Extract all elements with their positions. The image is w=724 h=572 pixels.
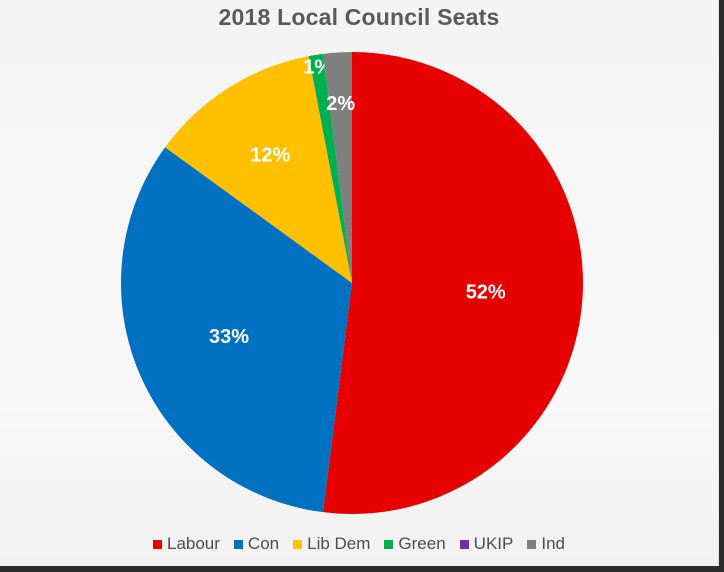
- pie-slice-ind: [323, 52, 352, 283]
- legend-label: Ind: [541, 534, 565, 553]
- legend-swatch: [293, 539, 303, 549]
- legend-item-ind: Ind: [527, 534, 565, 554]
- chart-title: 2018 Local Council Seats: [218, 4, 500, 30]
- data-label-con: 33%: [209, 326, 249, 348]
- pie-slice-con: [121, 147, 352, 513]
- legend-label: Lib Dem: [307, 534, 371, 553]
- legend-item-green: Green: [384, 534, 446, 554]
- legend-swatch: [384, 539, 394, 549]
- pie-slice-green: [308, 53, 352, 283]
- legend-item-con: Con: [233, 534, 280, 554]
- legend-label: Labour: [166, 534, 220, 553]
- legend-swatch: [527, 539, 537, 549]
- pie-slice-labour: [323, 52, 584, 515]
- legend-swatch: [233, 539, 243, 549]
- legend-swatch: [459, 539, 469, 549]
- legend-swatch: [152, 539, 162, 549]
- legend-item-ukip: UKIP: [459, 534, 514, 554]
- pie-slice-lib-dem: [165, 56, 352, 283]
- legend-item-lib-dem: Lib Dem: [293, 534, 370, 554]
- legend-label: UKIP: [473, 534, 514, 553]
- data-label-labour: 52%: [466, 281, 506, 303]
- legend-item-labour: Labour: [152, 534, 220, 554]
- legend-label: Green: [398, 534, 446, 553]
- legend-label: Con: [247, 534, 280, 553]
- chart-legend: Labour Con Lib Dem Green UKIP Ind: [0, 534, 718, 554]
- data-label-lib-dem: 12%: [250, 144, 290, 166]
- data-label-ind: 2%: [326, 93, 355, 115]
